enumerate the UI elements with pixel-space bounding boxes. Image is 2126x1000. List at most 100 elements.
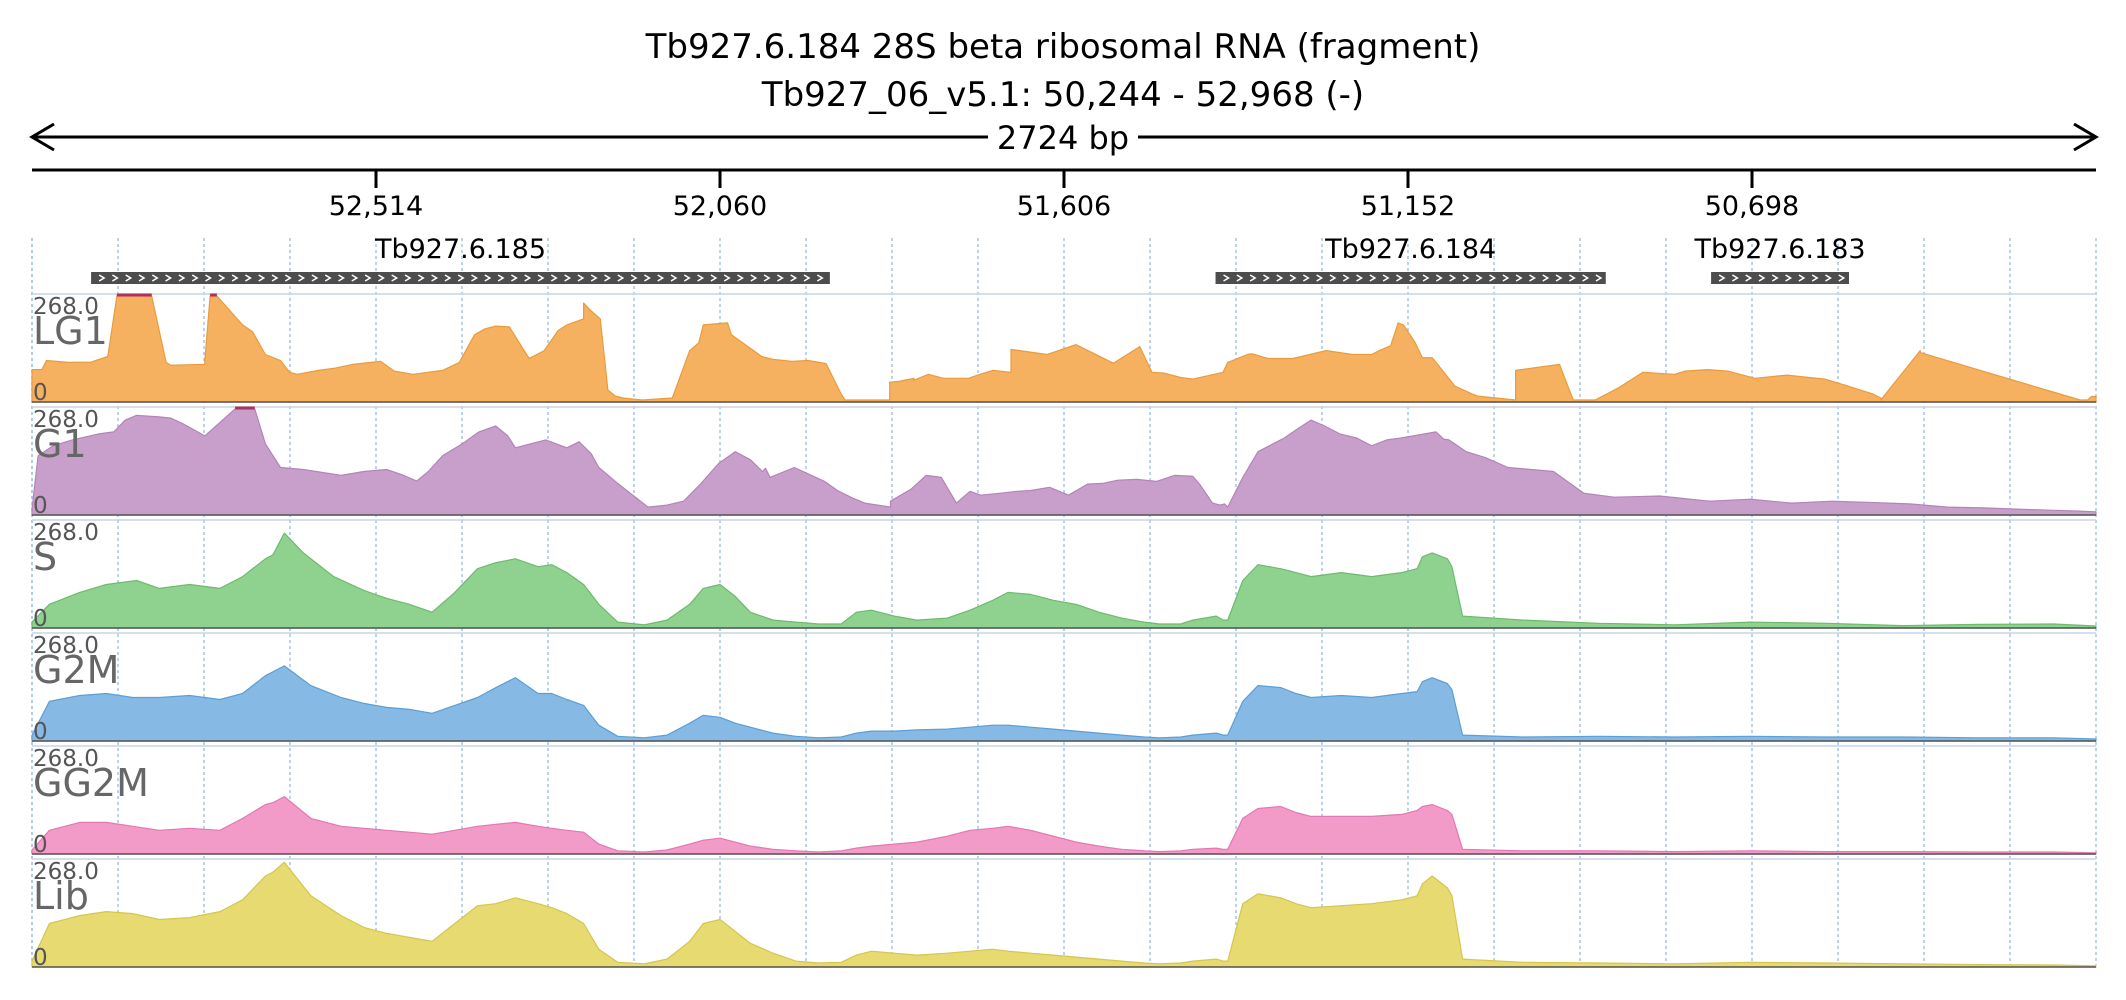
strand-arrow-icon: [324, 274, 332, 282]
coverage-area: [31, 861, 2097, 968]
strand-arrow-icon: [1435, 274, 1443, 282]
strand-arrow-icon: [1515, 274, 1523, 282]
coverage-area: [31, 532, 2097, 629]
track-name-label: LG1: [33, 309, 108, 353]
strand-arrow-icon: [1249, 274, 1257, 282]
strand-arrow-icon: [138, 274, 146, 282]
gene-feature: Tb927.6.183: [1694, 234, 1866, 284]
strand-arrow-icon: [1758, 274, 1766, 282]
strand-arrow-icon: [763, 274, 771, 282]
strand-arrow-icon: [816, 274, 824, 282]
strand-arrow-icon: [444, 274, 452, 282]
strand-arrow-icon: [125, 274, 133, 282]
strand-arrow-icon: [1568, 274, 1576, 282]
strand-arrow-icon: [1369, 274, 1377, 282]
track-ymax-label: 268.0: [33, 633, 99, 659]
axis-tick-label: 51,606: [1017, 191, 1111, 222]
track-name-label: Lib: [33, 874, 89, 918]
strand-arrow-icon: [1718, 274, 1726, 282]
strand-arrow-icon: [777, 274, 784, 282]
strand-arrow-icon: [697, 274, 705, 282]
strand-arrow-icon: [1396, 274, 1403, 282]
gene-label: Tb927.6.185: [374, 234, 546, 265]
track-s: 268.0 0 S: [31, 519, 2097, 632]
strand-arrow-icon: [298, 274, 306, 282]
strand-arrow-icon: [1555, 274, 1563, 282]
axis-tick-label: 52,060: [673, 191, 767, 222]
strand-arrow-icon: [178, 274, 186, 282]
strand-arrow-icon: [484, 274, 492, 282]
strand-arrow-icon: [1529, 274, 1536, 282]
coordinate-ruler: 52,514 52,060 51,606 51,152 50,698: [32, 168, 2096, 222]
gene-bar: [1215, 272, 1606, 284]
strand-arrow-icon: [245, 274, 252, 282]
strand-arrow-icon: [1316, 274, 1324, 282]
strand-arrow-icon: [537, 274, 545, 282]
strand-arrow-icon: [231, 274, 239, 282]
strand-arrow-icon: [564, 274, 572, 282]
strand-arrow-icon: [1356, 274, 1363, 282]
gene-label: Tb927.6.183: [1694, 234, 1866, 265]
strand-arrow-icon: [657, 274, 665, 282]
strand-arrow-icon: [311, 274, 319, 282]
strand-arrow-icon: [737, 274, 744, 282]
strand-arrow-icon: [1475, 274, 1483, 282]
strand-arrow-icon: [1302, 274, 1310, 282]
strand-arrow-icon: [218, 274, 226, 282]
strand-arrow-icon: [1342, 274, 1350, 282]
strand-arrow-icon: [1542, 274, 1550, 282]
strand-arrow-icon: [1289, 274, 1297, 282]
strand-arrow-icon: [1771, 274, 1779, 282]
track-name-label: G1: [33, 422, 87, 466]
track-gg2m: 268.0 0 GG2M: [31, 745, 2097, 858]
strand-arrow-icon: [524, 274, 532, 282]
coverage-area: [31, 295, 2097, 403]
span-length: 2724 bp: [997, 119, 1129, 157]
strand-arrow-icon: [644, 274, 651, 282]
strand-arrow-icon: [1236, 274, 1244, 282]
strand-arrow-icon: [630, 274, 638, 282]
strand-arrow-icon: [803, 274, 811, 282]
strand-arrow-icon: [1745, 274, 1753, 282]
strand-arrow-icon: [191, 274, 199, 282]
arrow-right-icon: [2073, 122, 2099, 152]
strand-arrow-icon: [258, 274, 266, 282]
coverage-area: [31, 408, 2097, 516]
strand-arrow-icon: [497, 274, 505, 282]
strand-arrow-icon: [577, 274, 585, 282]
strand-arrow-icon: [1838, 274, 1846, 282]
strand-arrow-icon: [1798, 274, 1806, 282]
strand-arrow-icon: [550, 274, 558, 282]
strand-arrow-icon: [1276, 274, 1284, 282]
arrow-left-icon: [29, 122, 55, 152]
strand-arrow-icon: [750, 274, 758, 282]
track-ymin-label: 0: [33, 493, 48, 519]
strand-arrow-icon: [1449, 274, 1457, 282]
strand-arrow-icon: [590, 274, 598, 282]
track-ymin-label: 0: [33, 945, 48, 971]
strand-arrow-icon: [404, 274, 412, 282]
track-ymax-label: 268.0: [33, 520, 99, 546]
strand-arrow-icon: [1825, 274, 1832, 282]
strand-arrow-icon: [617, 274, 625, 282]
strand-arrow-icon: [710, 274, 718, 282]
track-ymax-label: 268.0: [33, 746, 99, 772]
strand-arrow-icon: [1595, 274, 1603, 282]
strand-arrow-icon: [271, 274, 279, 282]
strand-arrow-icon: [1811, 274, 1819, 282]
strand-arrow-icon: [165, 274, 173, 282]
strand-arrow-icon: [112, 274, 119, 282]
strand-arrow-icon: [364, 274, 372, 282]
strand-arrow-icon: [1409, 274, 1417, 282]
track-ymax-label: 268.0: [33, 407, 99, 433]
strand-arrow-icon: [151, 274, 159, 282]
track-name-label: G2M: [33, 648, 119, 692]
strand-arrow-icon: [1785, 274, 1793, 282]
gene-label: Tb927.6.184: [1324, 234, 1496, 265]
coverage-area: [31, 665, 2097, 742]
track-ymax-label: 268.0: [33, 294, 99, 320]
gene-feature: Tb927.6.185: [91, 234, 830, 284]
track-ymin-label: 0: [33, 832, 48, 858]
strand-arrow-icon: [98, 274, 106, 282]
